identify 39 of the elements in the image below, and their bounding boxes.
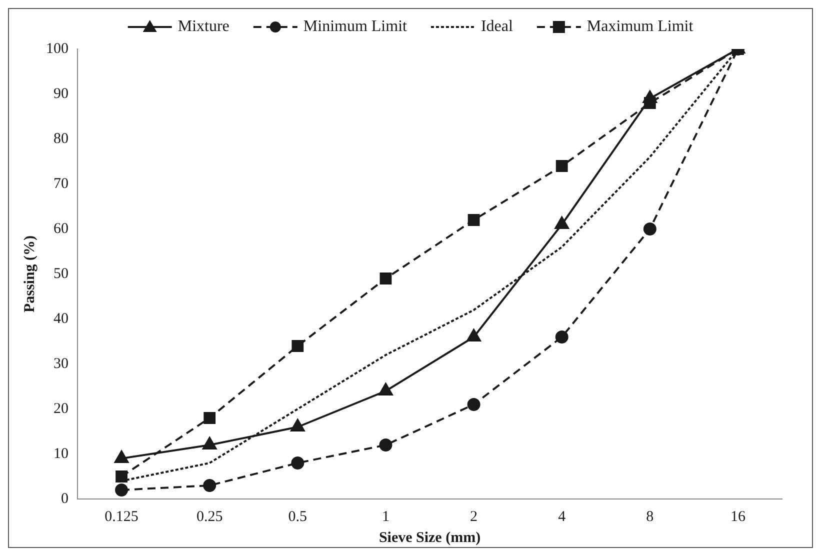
point: [468, 214, 480, 226]
y-tick-label: 80: [54, 130, 68, 147]
point: [115, 484, 128, 496]
y-tick-label: 100: [46, 40, 68, 57]
point: [116, 470, 128, 482]
point: [291, 456, 304, 470]
point: [292, 340, 304, 352]
legend-label: Ideal: [480, 18, 514, 36]
legend-label: Maximum Limit: [586, 18, 694, 36]
y-tick-label: 40: [54, 310, 68, 327]
point: [204, 412, 216, 424]
point: [555, 330, 568, 344]
point: [203, 479, 216, 492]
legend-label: Mixture: [178, 18, 230, 36]
point: [556, 160, 568, 172]
y-tick-label: 20: [54, 400, 68, 417]
x-axis-title: Sieve Size (mm): [378, 530, 481, 546]
x-tick-label: 8: [646, 508, 654, 525]
y-tick-label: 50: [54, 266, 68, 282]
y-tick-label: 10: [54, 446, 68, 462]
point: [380, 272, 392, 284]
y-tick-label: 90: [54, 86, 68, 102]
x-tick-label: 2: [470, 508, 478, 525]
x-tick-label: 0.125: [104, 508, 138, 525]
x-tick-label: 1: [382, 508, 390, 525]
point: [643, 222, 656, 236]
x-tick-label: 0.25: [196, 508, 223, 525]
x-tick-label: 0.5: [288, 508, 308, 525]
point: [644, 97, 656, 109]
x-tick-label: 16: [730, 508, 746, 525]
y-tick-label: 30: [54, 356, 68, 372]
y-tick-label: 60: [54, 220, 68, 237]
x-tick-label: 4: [558, 508, 566, 525]
point: [467, 398, 480, 411]
legend-label: Minimum Limit: [303, 18, 408, 36]
y-tick-label: 0: [61, 490, 68, 507]
y-tick-label: 70: [54, 176, 68, 192]
y-axis-title: Passing (%): [22, 235, 38, 313]
point: [379, 438, 392, 452]
